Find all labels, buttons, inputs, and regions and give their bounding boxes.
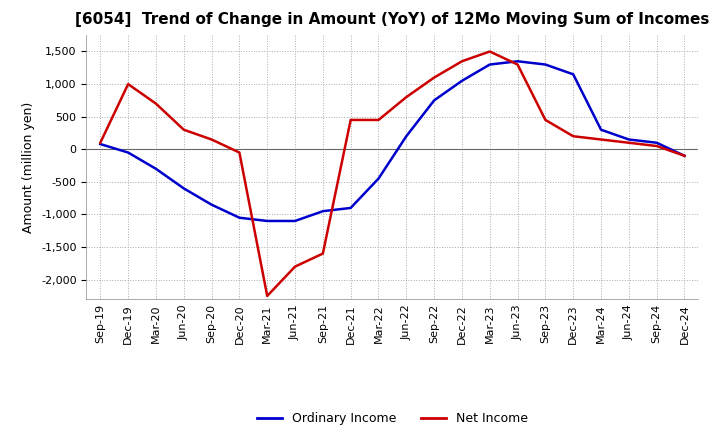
Y-axis label: Amount (million yen): Amount (million yen) bbox=[22, 102, 35, 233]
Net Income bbox=[207, 137, 216, 142]
Net Income bbox=[318, 251, 327, 256]
Net Income bbox=[179, 127, 188, 132]
Net Income bbox=[346, 117, 355, 123]
Net Income bbox=[124, 81, 132, 87]
Line: Net Income: Net Income bbox=[100, 51, 685, 296]
Ordinary Income bbox=[152, 166, 161, 172]
Net Income bbox=[624, 140, 633, 145]
Ordinary Income bbox=[597, 127, 606, 132]
Ordinary Income bbox=[263, 218, 271, 224]
Net Income bbox=[652, 143, 661, 149]
Net Income bbox=[430, 75, 438, 80]
Ordinary Income bbox=[513, 59, 522, 64]
Ordinary Income bbox=[318, 209, 327, 214]
Net Income bbox=[458, 59, 467, 64]
Net Income bbox=[152, 101, 161, 106]
Net Income bbox=[235, 150, 243, 155]
Ordinary Income bbox=[680, 153, 689, 158]
Net Income bbox=[541, 117, 550, 123]
Ordinary Income bbox=[291, 218, 300, 224]
Ordinary Income bbox=[207, 202, 216, 207]
Net Income bbox=[597, 137, 606, 142]
Title: [6054]  Trend of Change in Amount (YoY) of 12Mo Moving Sum of Incomes: [6054] Trend of Change in Amount (YoY) o… bbox=[75, 12, 710, 27]
Line: Ordinary Income: Ordinary Income bbox=[100, 61, 685, 221]
Ordinary Income bbox=[541, 62, 550, 67]
Ordinary Income bbox=[569, 72, 577, 77]
Ordinary Income bbox=[374, 176, 383, 181]
Net Income bbox=[485, 49, 494, 54]
Ordinary Income bbox=[458, 78, 467, 84]
Net Income bbox=[263, 293, 271, 299]
Ordinary Income bbox=[485, 62, 494, 67]
Ordinary Income bbox=[96, 141, 104, 147]
Net Income bbox=[569, 134, 577, 139]
Ordinary Income bbox=[346, 205, 355, 211]
Ordinary Income bbox=[179, 186, 188, 191]
Legend: Ordinary Income, Net Income: Ordinary Income, Net Income bbox=[252, 407, 533, 430]
Net Income bbox=[513, 62, 522, 67]
Net Income bbox=[291, 264, 300, 269]
Net Income bbox=[96, 140, 104, 145]
Ordinary Income bbox=[124, 150, 132, 155]
Net Income bbox=[680, 153, 689, 158]
Net Income bbox=[374, 117, 383, 123]
Ordinary Income bbox=[235, 215, 243, 220]
Net Income bbox=[402, 95, 410, 100]
Ordinary Income bbox=[402, 134, 410, 139]
Ordinary Income bbox=[430, 98, 438, 103]
Ordinary Income bbox=[624, 137, 633, 142]
Ordinary Income bbox=[652, 140, 661, 145]
